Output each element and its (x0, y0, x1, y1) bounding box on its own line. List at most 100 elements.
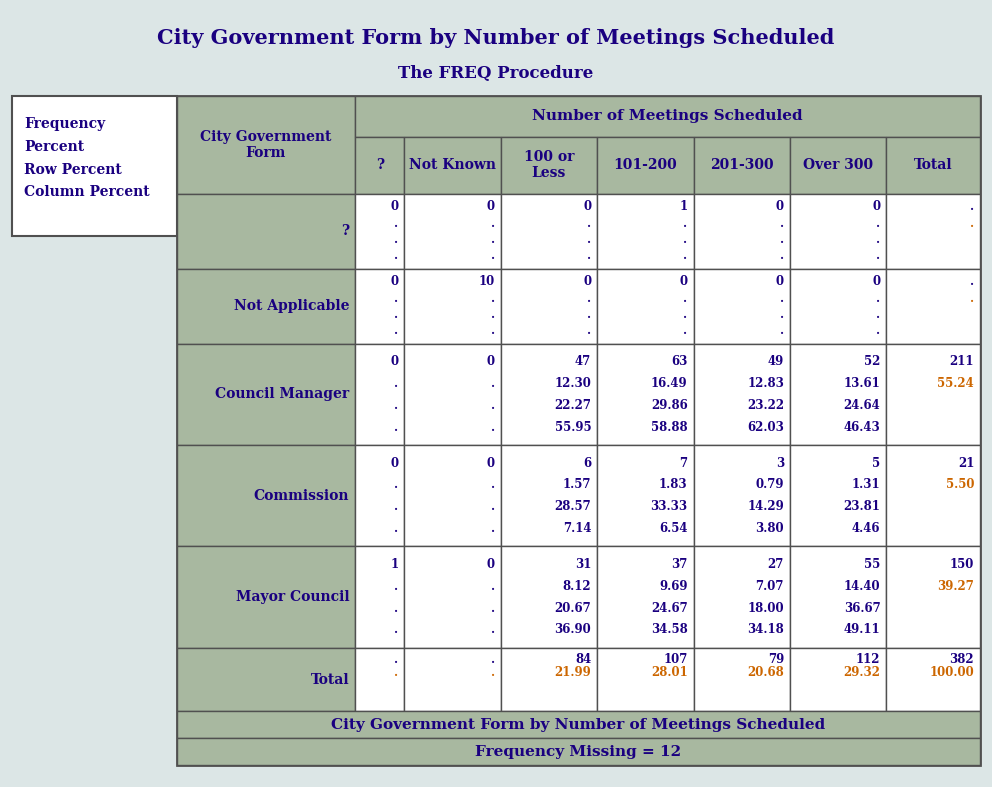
Text: 0: 0 (487, 558, 495, 571)
FancyBboxPatch shape (177, 711, 980, 738)
Text: .: . (876, 291, 880, 305)
FancyBboxPatch shape (355, 194, 404, 268)
Text: 29.32: 29.32 (843, 667, 880, 679)
Text: Mayor Council: Mayor Council (235, 590, 349, 604)
Text: .: . (491, 623, 495, 637)
FancyBboxPatch shape (886, 648, 980, 711)
FancyBboxPatch shape (693, 137, 790, 194)
Text: 24.67: 24.67 (651, 601, 687, 615)
FancyBboxPatch shape (693, 445, 790, 546)
Text: Total: Total (310, 673, 349, 687)
Text: The FREQ Procedure: The FREQ Procedure (399, 65, 593, 82)
Text: .: . (876, 249, 880, 262)
Text: 23.81: 23.81 (843, 501, 880, 513)
Text: 46.43: 46.43 (843, 420, 880, 434)
Text: Council Manager: Council Manager (215, 387, 349, 401)
Text: .: . (491, 323, 495, 337)
Text: 20.68: 20.68 (747, 667, 784, 679)
FancyBboxPatch shape (693, 546, 790, 648)
FancyBboxPatch shape (355, 137, 404, 194)
Text: .: . (780, 291, 784, 305)
Text: 22.27: 22.27 (555, 399, 591, 412)
FancyBboxPatch shape (404, 137, 501, 194)
Text: 84: 84 (575, 652, 591, 666)
Text: 7.07: 7.07 (756, 580, 784, 593)
FancyBboxPatch shape (501, 194, 597, 268)
Text: .: . (683, 323, 687, 337)
Text: 0: 0 (776, 201, 784, 213)
FancyBboxPatch shape (501, 344, 597, 445)
FancyBboxPatch shape (177, 268, 355, 344)
FancyBboxPatch shape (177, 344, 355, 445)
FancyBboxPatch shape (886, 546, 980, 648)
Text: 6: 6 (583, 456, 591, 470)
FancyBboxPatch shape (177, 194, 355, 268)
Text: .: . (394, 249, 398, 262)
Text: .: . (394, 420, 398, 434)
Text: 9.69: 9.69 (659, 580, 687, 593)
Text: 112: 112 (856, 652, 880, 666)
Text: 0: 0 (487, 201, 495, 213)
Text: 107: 107 (664, 652, 687, 666)
Text: 0: 0 (390, 456, 398, 470)
FancyBboxPatch shape (597, 194, 693, 268)
Text: 49.11: 49.11 (844, 623, 880, 637)
Text: 100 or
Less: 100 or Less (524, 150, 574, 180)
Text: .: . (394, 667, 398, 679)
FancyBboxPatch shape (886, 445, 980, 546)
Text: Commission: Commission (254, 489, 349, 503)
FancyBboxPatch shape (501, 268, 597, 344)
Text: .: . (491, 580, 495, 593)
Text: 31: 31 (574, 558, 591, 571)
FancyBboxPatch shape (693, 194, 790, 268)
FancyBboxPatch shape (404, 268, 501, 344)
FancyBboxPatch shape (693, 648, 790, 711)
Text: 21: 21 (957, 456, 974, 470)
Text: ?: ? (341, 224, 349, 238)
FancyBboxPatch shape (886, 344, 980, 445)
Text: .: . (491, 377, 495, 390)
Text: 33.33: 33.33 (651, 501, 687, 513)
Text: 5.50: 5.50 (945, 478, 974, 491)
Text: .: . (394, 233, 398, 246)
Text: 3.80: 3.80 (755, 522, 784, 535)
FancyBboxPatch shape (177, 445, 355, 546)
FancyBboxPatch shape (886, 137, 980, 194)
Text: Number of Meetings Scheduled: Number of Meetings Scheduled (533, 109, 803, 124)
Text: 47: 47 (575, 355, 591, 368)
Text: 6.54: 6.54 (659, 522, 687, 535)
FancyBboxPatch shape (355, 96, 980, 137)
Text: Frequency Missing = 12: Frequency Missing = 12 (475, 745, 682, 759)
FancyBboxPatch shape (501, 137, 597, 194)
Text: .: . (970, 275, 974, 288)
Text: .: . (394, 377, 398, 390)
Text: 1: 1 (680, 201, 687, 213)
Text: Over 300: Over 300 (804, 158, 873, 172)
Text: .: . (780, 216, 784, 230)
Text: .: . (970, 201, 974, 213)
Text: 150: 150 (949, 558, 974, 571)
Text: 0: 0 (487, 456, 495, 470)
Text: .: . (780, 233, 784, 246)
Text: .: . (394, 623, 398, 637)
Text: 0: 0 (583, 201, 591, 213)
Text: .: . (587, 291, 591, 305)
Text: .: . (491, 522, 495, 535)
FancyBboxPatch shape (404, 194, 501, 268)
Text: .: . (394, 652, 398, 666)
FancyBboxPatch shape (790, 194, 886, 268)
FancyBboxPatch shape (501, 546, 597, 648)
Text: 0: 0 (390, 201, 398, 213)
Text: 7: 7 (680, 456, 687, 470)
Text: .: . (876, 216, 880, 230)
Text: 34.58: 34.58 (651, 623, 687, 637)
FancyBboxPatch shape (790, 546, 886, 648)
Text: 16.49: 16.49 (651, 377, 687, 390)
FancyBboxPatch shape (693, 268, 790, 344)
Text: 0: 0 (390, 355, 398, 368)
FancyBboxPatch shape (177, 648, 355, 711)
Text: .: . (876, 233, 880, 246)
Text: .: . (491, 291, 495, 305)
Text: 63: 63 (672, 355, 687, 368)
Text: .: . (394, 308, 398, 320)
